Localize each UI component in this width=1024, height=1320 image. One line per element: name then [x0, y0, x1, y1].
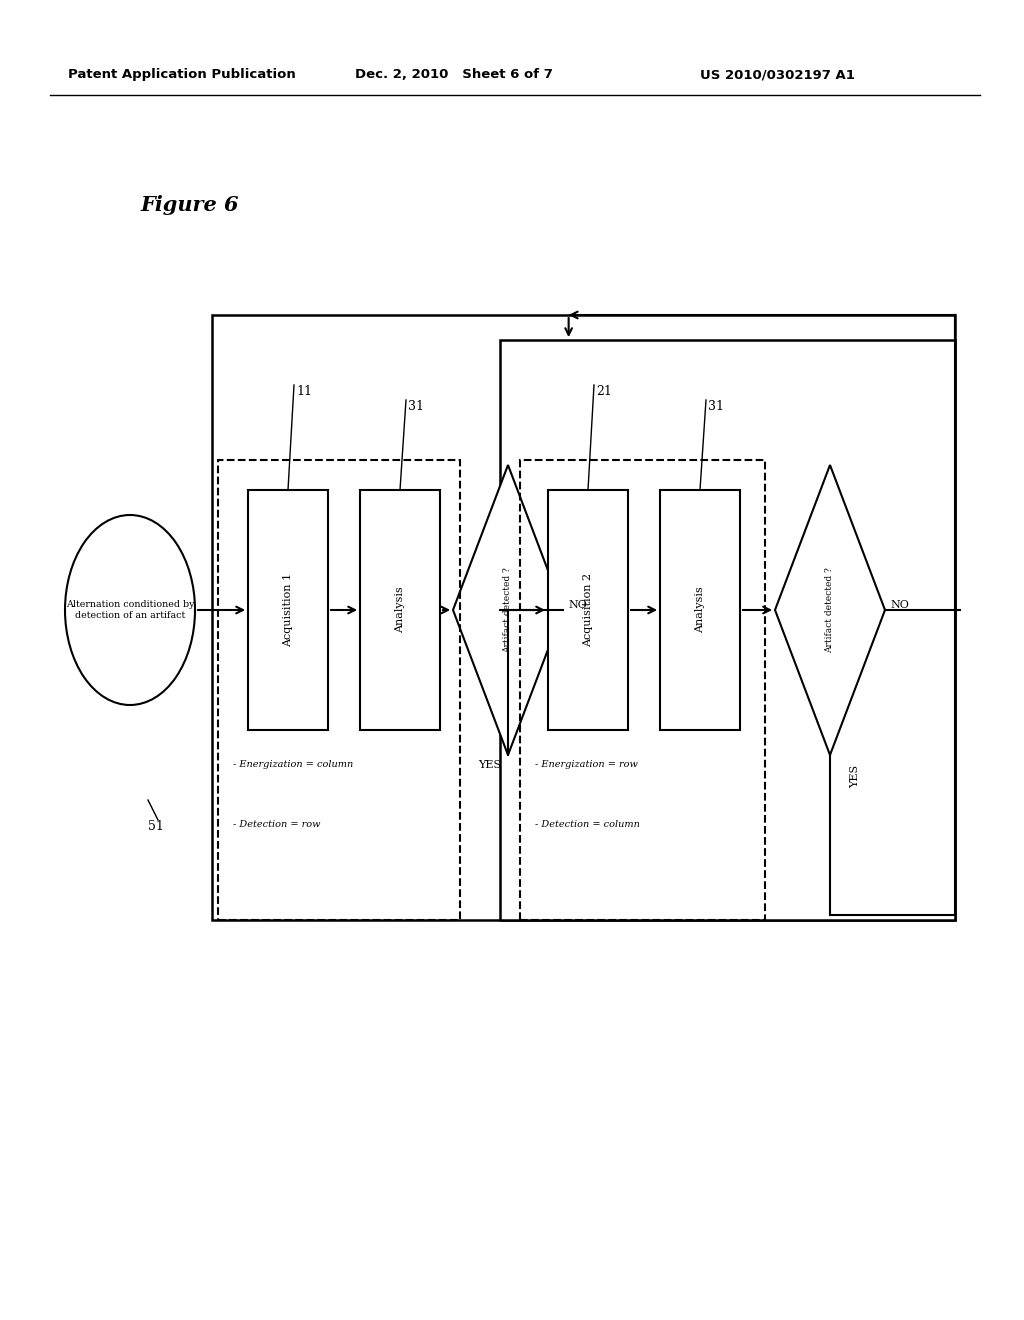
Bar — [248, 490, 328, 730]
Bar — [218, 459, 460, 920]
Bar — [520, 459, 765, 920]
Text: - Energization = row: - Energization = row — [535, 760, 638, 770]
Text: 11: 11 — [296, 385, 312, 399]
Text: NO: NO — [568, 601, 587, 610]
Text: Alternation conditioned by
detection of an artifact: Alternation conditioned by detection of … — [66, 601, 195, 619]
Text: - Energization = column: - Energization = column — [233, 760, 353, 770]
Text: Patent Application Publication: Patent Application Publication — [68, 69, 296, 81]
Text: NO: NO — [890, 601, 909, 610]
Text: Analysis: Analysis — [695, 586, 705, 634]
Text: 51: 51 — [148, 820, 164, 833]
Text: - Detection = column: - Detection = column — [535, 820, 640, 829]
Ellipse shape — [65, 515, 195, 705]
Bar — [500, 341, 955, 920]
Text: 31: 31 — [708, 400, 724, 413]
Text: Artifact detected ?: Artifact detected ? — [825, 568, 835, 653]
Bar — [660, 490, 740, 730]
Bar — [212, 315, 955, 920]
Text: Dec. 2, 2010   Sheet 6 of 7: Dec. 2, 2010 Sheet 6 of 7 — [355, 69, 553, 81]
Text: 31: 31 — [408, 400, 424, 413]
Text: Acquisition 2: Acquisition 2 — [583, 573, 593, 647]
Text: Acquisition 1: Acquisition 1 — [283, 573, 293, 647]
Text: YES: YES — [478, 760, 501, 770]
Text: US 2010/0302197 A1: US 2010/0302197 A1 — [700, 69, 855, 81]
Text: YES: YES — [850, 766, 860, 788]
Text: Analysis: Analysis — [395, 586, 406, 634]
Polygon shape — [453, 465, 563, 755]
Text: Artifact detected ?: Artifact detected ? — [504, 568, 512, 653]
Polygon shape — [775, 465, 885, 755]
Bar — [548, 490, 628, 730]
Text: 21: 21 — [596, 385, 612, 399]
Text: Figure 6: Figure 6 — [140, 195, 239, 215]
Bar — [360, 490, 440, 730]
Text: - Detection = row: - Detection = row — [233, 820, 321, 829]
